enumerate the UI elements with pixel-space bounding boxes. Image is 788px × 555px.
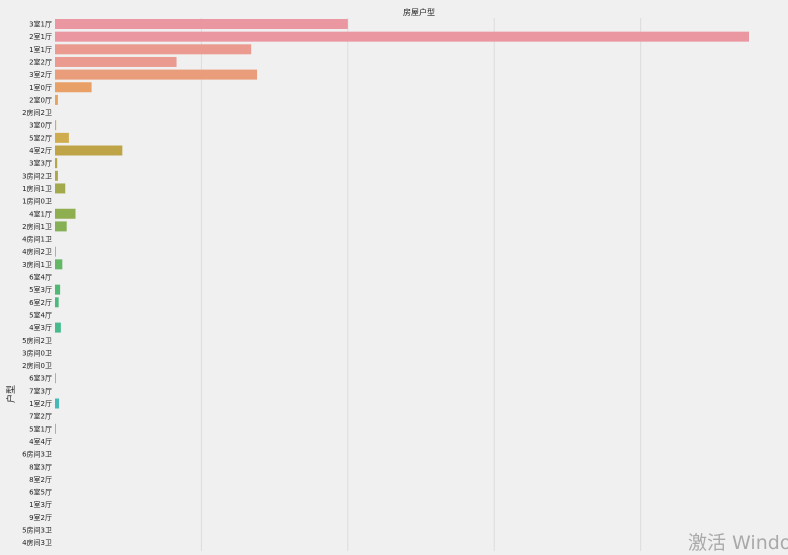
bar-3 <box>55 56 177 67</box>
category-label-12: 3房间2卫 <box>22 171 52 180</box>
bar-11 <box>55 158 58 169</box>
category-tick-labels: 3室1厅 2室1厅 1室1厅 2室2厅 3室2厅 1室0厅 2室0厅 2房间2卫 3室0厅 5室2… <box>22 20 52 548</box>
category-label-1: 2室1厅 <box>29 32 52 41</box>
category-label-7: 2房间2卫 <box>22 108 52 117</box>
chart-title: 房屋户型 <box>403 7 435 17</box>
bar-28 <box>55 373 56 384</box>
category-label-22: 6室2厅 <box>29 298 52 307</box>
bar-2 <box>55 44 252 55</box>
category-label-41: 4房间3卫 <box>22 538 52 547</box>
category-label-35: 8室3厅 <box>29 462 52 471</box>
bar-16 <box>55 221 67 232</box>
category-label-34: 6房间3卫 <box>22 450 52 459</box>
category-label-28: 6室3厅 <box>29 374 52 383</box>
category-label-3: 2室2厅 <box>29 57 52 66</box>
bar-30 <box>55 398 60 409</box>
bars <box>55 19 749 434</box>
bar-9 <box>55 132 69 143</box>
category-label-39: 9室2厅 <box>29 513 52 522</box>
bar-8 <box>55 120 57 131</box>
category-label-9: 5室2厅 <box>29 133 52 142</box>
category-label-4: 3室2厅 <box>29 70 52 79</box>
bar-18 <box>55 246 56 257</box>
category-label-16: 2房间1卫 <box>22 222 52 231</box>
category-label-20: 6室4厅 <box>29 273 52 282</box>
category-label-25: 5房间2卫 <box>22 336 52 345</box>
bar-32 <box>55 423 56 434</box>
category-label-30: 1室2厅 <box>29 399 52 408</box>
bar-6 <box>55 94 58 105</box>
category-label-19: 3房间1卫 <box>22 260 52 269</box>
bar-0 <box>55 19 348 29</box>
category-label-0: 3室1厅 <box>29 20 52 29</box>
category-label-2: 1室1厅 <box>29 45 52 54</box>
category-label-38: 1室3厅 <box>29 500 52 509</box>
bar-21 <box>55 284 61 295</box>
category-label-26: 3房间0卫 <box>22 348 52 357</box>
category-label-36: 8室2厅 <box>29 475 52 484</box>
bar-1 <box>55 31 749 42</box>
category-label-40: 5房间3卫 <box>22 526 52 535</box>
category-label-17: 4房间1卫 <box>22 235 52 244</box>
bar-10 <box>55 145 123 156</box>
category-label-13: 1房间1卫 <box>22 184 52 193</box>
bar-5 <box>55 82 92 93</box>
bar-12 <box>55 170 58 181</box>
category-label-8: 3室0厅 <box>29 121 52 130</box>
category-label-18: 4房间2卫 <box>22 247 52 256</box>
bar-22 <box>55 297 59 308</box>
category-label-5: 1室0厅 <box>29 83 52 92</box>
grid-lines <box>200 18 642 551</box>
bar-15 <box>55 208 76 219</box>
category-label-11: 3室3厅 <box>29 159 52 168</box>
bar-13 <box>55 183 66 194</box>
category-label-32: 5室1厅 <box>29 424 52 433</box>
bar-24 <box>55 322 61 333</box>
category-label-15: 4室1厅 <box>29 209 52 218</box>
category-label-37: 6室5厅 <box>29 488 52 497</box>
category-label-10: 4室2厅 <box>29 146 52 155</box>
activation-watermark: 激活 Windo <box>688 532 788 554</box>
category-label-21: 5室3厅 <box>29 285 52 294</box>
category-label-27: 2房间0卫 <box>22 361 52 370</box>
category-label-24: 4室3厅 <box>29 323 52 332</box>
category-label-31: 7室2厅 <box>29 412 52 421</box>
category-label-33: 4室4厅 <box>29 437 52 446</box>
category-label-14: 1房间0卫 <box>22 197 52 206</box>
category-label-23: 5室4厅 <box>29 310 52 319</box>
bar-4 <box>55 69 258 80</box>
bar-19 <box>55 259 63 270</box>
category-label-6: 2室0厅 <box>29 95 52 104</box>
y-axis-label: 户型 <box>5 385 17 403</box>
category-label-29: 7室3厅 <box>29 386 52 395</box>
